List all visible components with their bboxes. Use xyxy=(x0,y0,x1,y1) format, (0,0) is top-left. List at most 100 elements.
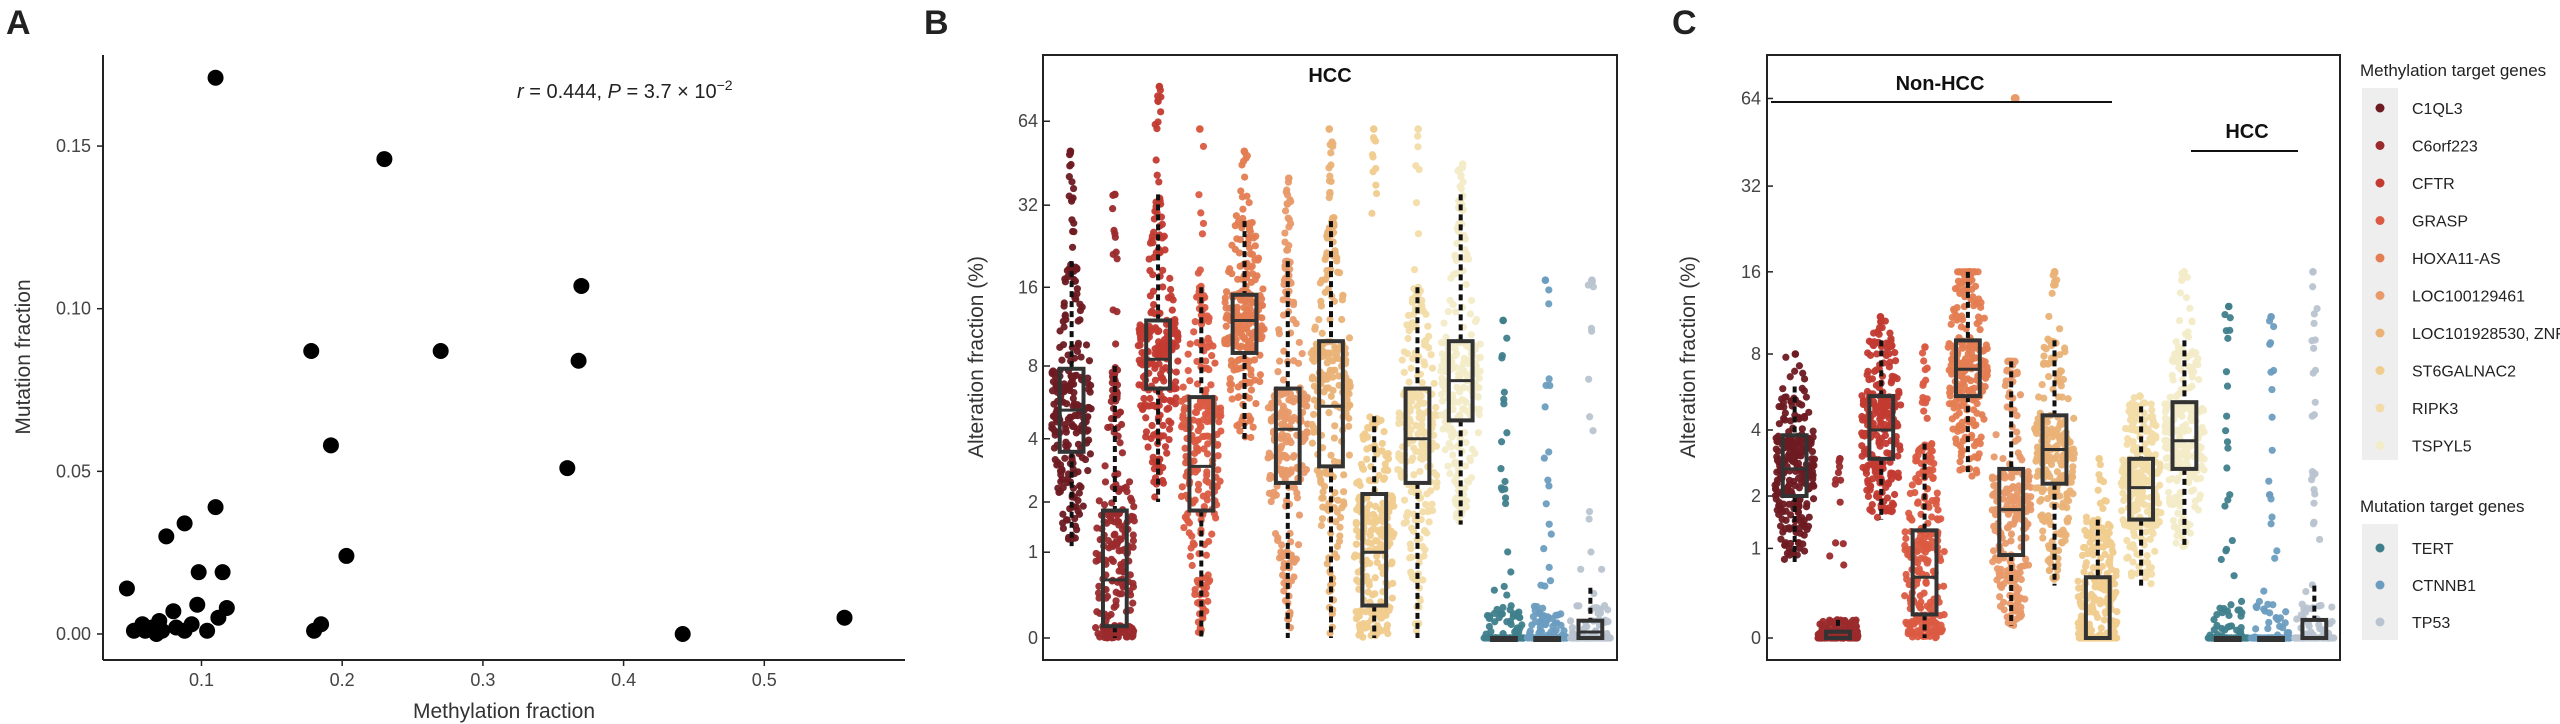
data-point xyxy=(1862,469,1871,478)
data-point xyxy=(1086,450,1095,458)
data-point xyxy=(1068,243,1077,251)
data-point xyxy=(1886,329,1894,337)
data-point xyxy=(2113,608,2121,616)
data-point xyxy=(1410,390,1418,398)
data-point xyxy=(1483,611,1492,620)
data-point xyxy=(1308,439,1316,447)
data-point xyxy=(1283,432,1292,440)
data-point xyxy=(1800,414,1809,422)
data-point xyxy=(1059,524,1067,533)
data-point xyxy=(1074,412,1082,420)
data-point xyxy=(1920,534,1928,542)
data-point xyxy=(1996,602,2005,610)
data-point xyxy=(1228,241,1236,249)
data-point xyxy=(1216,477,1224,485)
data-point xyxy=(1503,429,1511,437)
data-point xyxy=(1929,474,1937,483)
data-point xyxy=(1191,468,1200,476)
data-point xyxy=(1327,161,1335,169)
data-point xyxy=(1596,605,1605,613)
data-point xyxy=(1239,205,1247,213)
data-point xyxy=(1893,473,1902,481)
data-point xyxy=(1179,411,1187,419)
data-point xyxy=(1785,500,1793,508)
beeswarm-ctnnb1 xyxy=(1523,276,1571,642)
data-point xyxy=(1129,513,1137,521)
data-point-max xyxy=(1196,125,1204,133)
data-point xyxy=(2069,463,2077,471)
data-point xyxy=(1771,492,1780,500)
data-point xyxy=(1151,376,1160,384)
y-tick-label: 1 xyxy=(1028,542,1038,562)
data-point xyxy=(2056,528,2065,537)
data-point xyxy=(1500,388,1508,396)
data-point xyxy=(1414,143,1422,151)
data-point xyxy=(1428,500,1436,508)
data-point xyxy=(1337,513,1345,522)
data-point xyxy=(1159,283,1167,291)
data-point xyxy=(1165,435,1173,444)
data-point xyxy=(1195,191,1203,199)
data-point xyxy=(1110,226,1118,234)
data-point xyxy=(1074,507,1082,515)
data-point xyxy=(1779,385,1787,393)
data-point xyxy=(1277,442,1286,450)
data-point xyxy=(2012,570,2020,578)
data-point xyxy=(1059,510,1067,518)
data-point xyxy=(1809,495,1818,503)
data-point xyxy=(1236,235,1244,244)
data-point xyxy=(1445,439,1453,448)
data-point xyxy=(1407,568,1415,576)
data-point xyxy=(2025,473,2033,481)
data-point xyxy=(1120,629,1128,637)
x-axis-label: Methylation fraction xyxy=(413,700,595,723)
data-point xyxy=(1056,461,1065,469)
data-point xyxy=(1112,410,1120,418)
data-point xyxy=(1222,322,1230,330)
data-point xyxy=(1462,370,1470,379)
data-point xyxy=(1076,306,1084,315)
data-point xyxy=(1113,255,1121,263)
y-tick-label: 0.00 xyxy=(56,624,91,644)
data-point xyxy=(2018,456,2026,464)
data-point xyxy=(1332,354,1340,362)
data-point xyxy=(1162,364,1170,372)
data-point xyxy=(1782,353,1790,361)
data-point xyxy=(1853,632,1862,640)
data-point xyxy=(1160,350,1168,358)
data-point xyxy=(1461,462,1469,470)
data-point xyxy=(1872,406,1880,414)
data-point xyxy=(1181,404,1189,412)
data-point-max xyxy=(1325,125,1334,133)
data-point xyxy=(2102,539,2110,547)
data-point xyxy=(1928,513,1936,521)
data-point xyxy=(2075,619,2083,628)
data-point xyxy=(1497,438,1506,446)
data-point xyxy=(1072,403,1080,411)
scatter-point xyxy=(322,437,339,454)
data-point xyxy=(1203,450,1212,458)
beeswarm-grasp xyxy=(1901,343,1948,642)
data-point xyxy=(2102,497,2110,505)
scatter-point xyxy=(148,625,165,642)
data-point xyxy=(1295,338,1303,347)
data-point xyxy=(1416,454,1425,462)
data-point xyxy=(2003,485,2011,493)
data-point xyxy=(1890,490,1899,499)
data-point xyxy=(1544,476,1552,484)
data-point xyxy=(1178,483,1186,491)
data-point xyxy=(1231,359,1239,368)
data-point xyxy=(1532,618,1540,626)
data-point xyxy=(1251,242,1259,250)
data-point xyxy=(1154,97,1162,106)
data-point xyxy=(1252,232,1260,240)
data-point xyxy=(1920,357,1928,365)
data-point xyxy=(1566,617,1575,625)
data-point xyxy=(1957,323,1965,331)
data-point xyxy=(1184,367,1192,375)
data-point xyxy=(1203,496,1211,504)
data-point xyxy=(1859,400,1867,409)
data-point xyxy=(1203,471,1211,479)
data-point xyxy=(1310,396,1318,404)
